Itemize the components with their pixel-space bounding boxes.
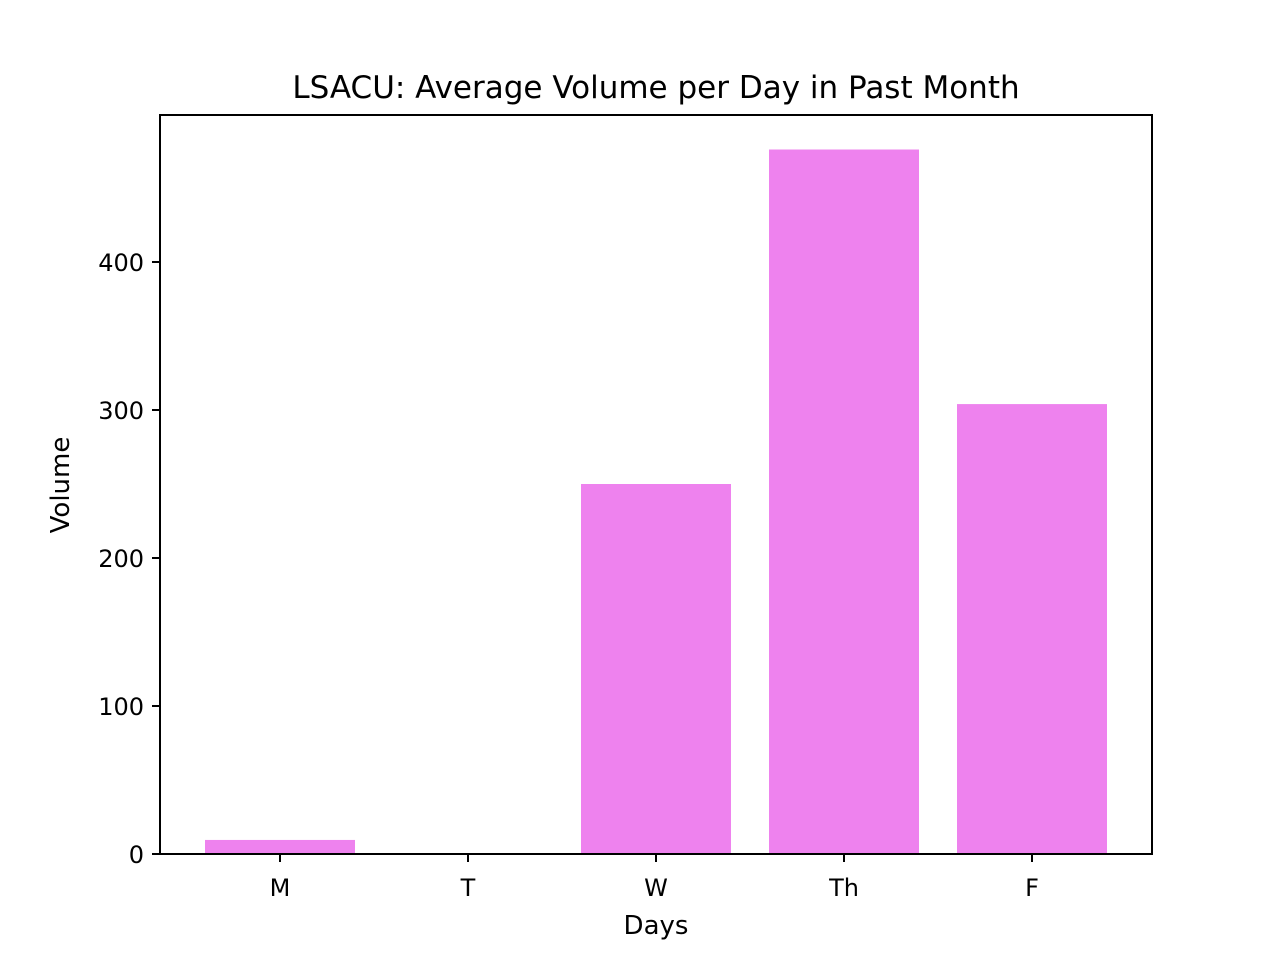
x-tick-label: Th	[828, 874, 859, 902]
plot-area-frame	[159, 114, 1153, 855]
y-tick-label: 100	[98, 693, 144, 721]
bar-th	[769, 149, 919, 854]
x-tick-label: F	[1025, 874, 1039, 902]
x-tick-label: M	[270, 874, 291, 902]
x-axis-ticks: M T W Th F	[270, 854, 1039, 902]
y-axis-ticks: 0 100 200 300 400	[98, 249, 160, 869]
chart-title: LSACU: Average Volume per Day in Past Mo…	[292, 70, 1019, 106]
x-tick-label: T	[460, 874, 476, 902]
bar-m	[205, 839, 355, 854]
y-tick-label: 0	[129, 841, 144, 869]
y-axis-label: Volume	[46, 437, 76, 534]
y-tick-label: 300	[98, 397, 144, 425]
x-tick-label: W	[644, 874, 668, 902]
bar-w	[581, 484, 731, 854]
bars-group	[205, 149, 1107, 854]
bar-f	[957, 404, 1107, 854]
y-tick-label: 400	[98, 249, 144, 277]
y-tick-label: 200	[98, 545, 144, 573]
x-axis-label: Days	[624, 911, 689, 941]
